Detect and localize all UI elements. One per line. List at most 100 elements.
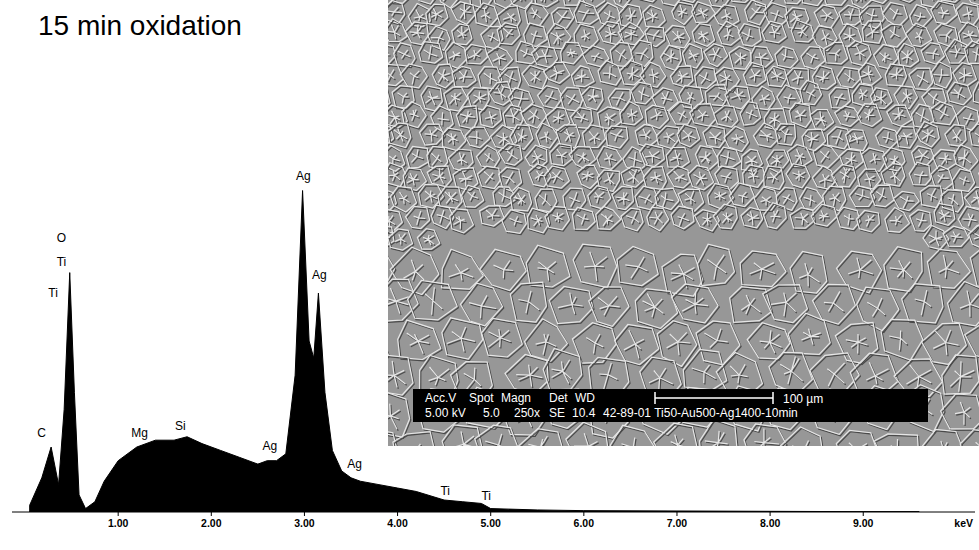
x-tick-label: 1.00 [108,517,129,529]
sem-texture [775,47,798,68]
sem-texture [835,322,878,363]
sem-texture [677,125,700,147]
sem-texture [606,126,628,148]
sem-texture [678,126,701,148]
sem-texture [643,166,666,189]
sem-texture [388,393,410,437]
x-tick [676,512,677,516]
sem-texture [393,432,436,446]
sem-texture [743,165,766,188]
info-sample: 42-89-01 Ti50-Au500-Ag1400-10min [603,406,798,420]
sem-texture [814,5,838,29]
sem-texture [525,3,548,26]
sem-texture [408,280,458,320]
x-tick-label: 2.00 [201,517,222,529]
sem-texture [394,43,416,67]
sem-texture [812,166,835,189]
title: 15 min oxidation [38,10,242,41]
sem-texture [612,186,633,209]
sem-texture [964,41,979,63]
x-tick-label: 5.00 [480,517,501,529]
info-bar [413,389,928,422]
sem-texture [862,148,887,171]
sem-texture [943,226,969,246]
sem-texture [791,20,814,42]
sem-texture [776,188,797,211]
sem-texture [955,146,979,172]
sem-texture [427,166,451,187]
sem-texture [894,0,920,2]
peak-label: Ti [481,489,491,503]
sem-texture [477,166,500,188]
sem-background [388,0,979,446]
sem-texture [489,82,513,106]
sem-texture [754,187,778,210]
sem-texture [700,419,738,446]
x-tick [490,512,491,516]
x-tick [304,512,305,516]
sem-image [388,0,979,446]
sem-texture [829,87,850,108]
sem-texture [589,287,629,327]
sem-texture [442,318,483,359]
sem-texture [388,19,407,42]
sem-texture [740,102,761,126]
sem-texture [881,24,907,47]
sem-texture [812,66,835,90]
x-tick [211,512,212,516]
sem-texture [442,128,466,151]
sem-texture [621,208,643,231]
sem-texture [567,424,609,446]
peak-label: Ag [296,169,311,183]
sem-texture [910,5,932,28]
sem-texture [942,355,979,394]
x-tick-label: 6.00 [574,517,595,529]
sem-texture [852,84,875,107]
sem-texture [476,145,499,167]
scale-bar-label: 100 µm [783,392,823,406]
sem-texture [949,283,979,328]
sem-texture [475,3,498,27]
sem-texture [498,143,522,165]
sem-texture [703,126,726,148]
sem-texture [922,323,967,364]
sem-texture [620,61,644,85]
sem-texture [538,86,563,109]
sem-texture [598,61,622,86]
sem-texture [452,66,476,87]
sem-texture-group [388,0,979,446]
sem-texture [909,162,930,185]
sem-texture [610,425,657,446]
sem-texture [898,43,919,66]
sem-texture [738,24,761,47]
sem-texture [543,62,570,83]
sem-texture [655,188,679,210]
sem-texture [969,124,979,147]
sem-texture [882,2,907,27]
sem-texture [480,206,505,226]
info-header: Det [549,391,568,405]
sem-texture [671,206,694,229]
sem-texture [941,394,979,429]
sem-texture [461,185,483,207]
sem-texture [667,166,690,188]
sem-texture [714,106,738,128]
sem-texture [395,44,417,68]
peak-label: C [37,426,46,440]
sem-texture [598,107,623,128]
sem-texture [912,146,935,165]
sem-texture [713,204,737,228]
sem-texture [740,251,786,287]
sem-texture [800,80,822,104]
sem-texture [648,209,670,232]
sem-texture [416,0,438,4]
peak-label: Mg [131,426,148,440]
sem-texture [744,424,786,446]
x-axis [12,512,975,513]
x-tick [583,512,584,516]
sem-texture [931,62,951,88]
info-header: Magn [501,391,531,405]
sem-texture [476,427,519,446]
sem-texture [573,244,617,287]
sem-texture [656,126,679,149]
